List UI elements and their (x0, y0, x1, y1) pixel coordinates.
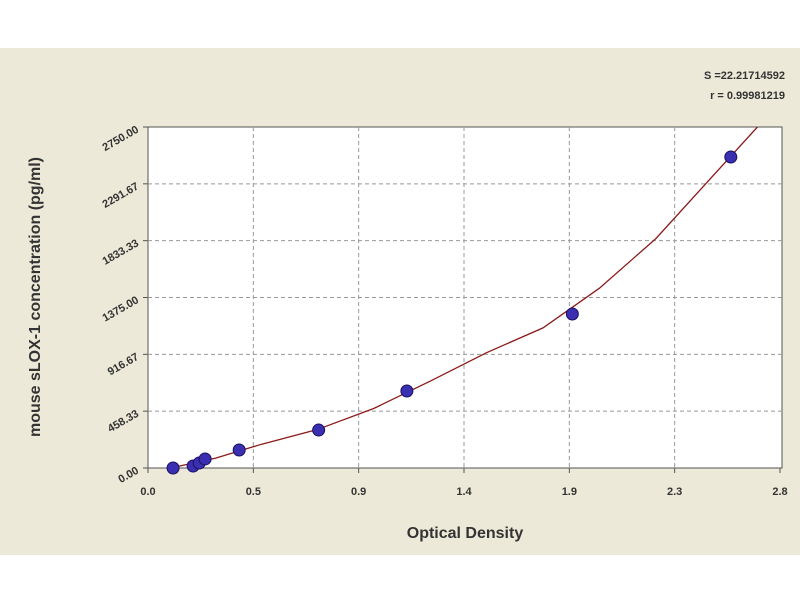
data-point (312, 423, 326, 437)
annotation: S =22.21714592 (704, 70, 785, 82)
fit-curve (170, 126, 758, 469)
annotation: r = 0.99981219 (710, 90, 785, 102)
x-tick-label: 0.5 (246, 486, 261, 498)
data-point (565, 307, 579, 321)
data-point (166, 461, 180, 475)
x-tick-label: 1.4 (456, 486, 472, 498)
x-tick-label: 2.3 (667, 486, 682, 498)
x-axis-title: Optical Density (407, 525, 524, 542)
data-point (400, 384, 414, 398)
x-tick-label: 1.9 (562, 486, 577, 498)
data-point (724, 150, 738, 164)
data-point (232, 443, 246, 457)
y-axis-title: mouse sLOX-1 concentration (pg/ml) (27, 157, 44, 437)
x-tick-label: 0.9 (351, 486, 366, 498)
data-point (198, 452, 212, 466)
x-tick-label: 0.0 (140, 486, 155, 498)
x-tick-label: 2.8 (772, 486, 787, 498)
